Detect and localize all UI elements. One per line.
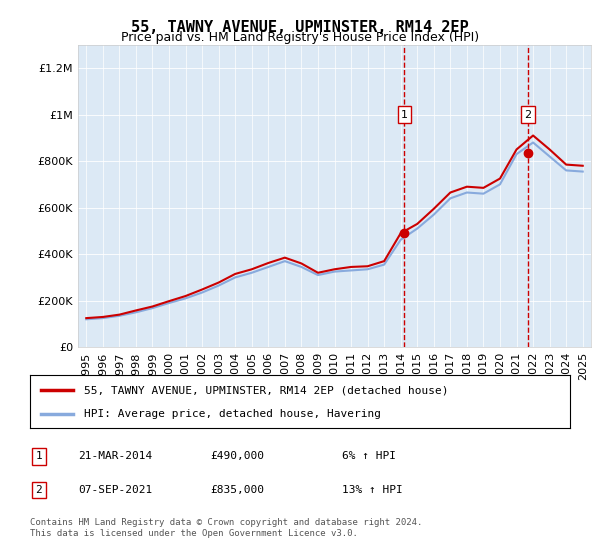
Text: £835,000: £835,000 [210, 485, 264, 495]
Text: 21-MAR-2014: 21-MAR-2014 [78, 451, 152, 461]
Text: 07-SEP-2021: 07-SEP-2021 [78, 485, 152, 495]
Text: 13% ↑ HPI: 13% ↑ HPI [342, 485, 403, 495]
Text: £490,000: £490,000 [210, 451, 264, 461]
Text: 55, TAWNY AVENUE, UPMINSTER, RM14 2EP: 55, TAWNY AVENUE, UPMINSTER, RM14 2EP [131, 20, 469, 35]
Text: 55, TAWNY AVENUE, UPMINSTER, RM14 2EP (detached house): 55, TAWNY AVENUE, UPMINSTER, RM14 2EP (d… [84, 385, 449, 395]
Text: HPI: Average price, detached house, Havering: HPI: Average price, detached house, Have… [84, 408, 381, 418]
Text: 2: 2 [35, 485, 43, 495]
Text: Price paid vs. HM Land Registry's House Price Index (HPI): Price paid vs. HM Land Registry's House … [121, 31, 479, 44]
Text: 1: 1 [401, 110, 408, 120]
Text: Contains HM Land Registry data © Crown copyright and database right 2024.
This d: Contains HM Land Registry data © Crown c… [30, 518, 422, 538]
Text: 2: 2 [524, 110, 532, 120]
Text: 6% ↑ HPI: 6% ↑ HPI [342, 451, 396, 461]
Text: 1: 1 [35, 451, 43, 461]
